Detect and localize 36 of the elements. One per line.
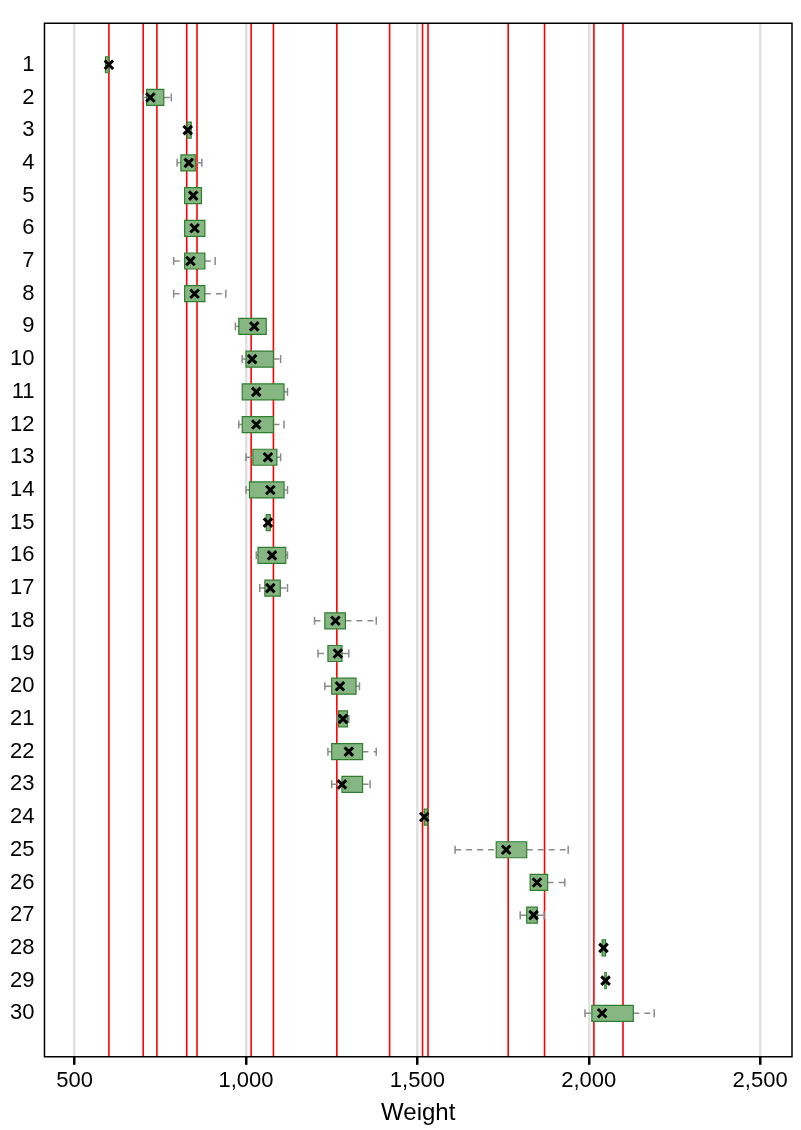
y-tick-label: 11 [11, 377, 35, 403]
y-tick-label: 9 [22, 312, 35, 338]
x-tick-label: 1,000 [218, 1067, 274, 1093]
y-tick-label: 21 [9, 704, 35, 730]
x-tick-label: 1,500 [389, 1067, 445, 1093]
y-tick-label: 20 [9, 672, 35, 698]
y-tick-label: 18 [9, 606, 35, 632]
y-tick-label: 17 [9, 574, 35, 600]
y-tick-label: 16 [9, 541, 35, 567]
y-tick-label: 6 [22, 214, 35, 240]
y-tick-label: 23 [9, 770, 35, 796]
y-tick-label: 28 [9, 933, 35, 959]
y-tick-label: 13 [9, 443, 35, 469]
y-tick-label: 3 [22, 116, 35, 142]
y-tick-label: 15 [9, 508, 35, 534]
y-tick-label: 29 [9, 966, 35, 992]
y-tick-label: 1 [22, 50, 35, 76]
y-tick-label: 22 [9, 737, 35, 763]
x-tick-label: 500 [56, 1067, 93, 1093]
y-tick-label: 8 [22, 279, 35, 305]
y-tick-label: 12 [9, 410, 35, 436]
y-tick-label: 19 [9, 639, 35, 665]
y-tick-label: 7 [22, 247, 35, 273]
x-axis-title: Weight [381, 1098, 456, 1126]
y-tick-label: 14 [9, 476, 35, 502]
y-tick-label: 5 [22, 181, 35, 207]
y-tick-label: 25 [9, 835, 35, 861]
y-tick-label: 27 [9, 901, 35, 927]
x-tick-label: 2,000 [561, 1067, 617, 1093]
y-tick-label: 4 [22, 148, 35, 174]
y-tick-label: 2 [22, 83, 35, 109]
y-tick-label: 30 [9, 999, 35, 1025]
y-tick-label: 26 [9, 868, 35, 894]
y-tick-label: 24 [9, 803, 35, 829]
x-tick-label: 2,500 [732, 1067, 788, 1093]
y-tick-label: 10 [9, 345, 35, 371]
